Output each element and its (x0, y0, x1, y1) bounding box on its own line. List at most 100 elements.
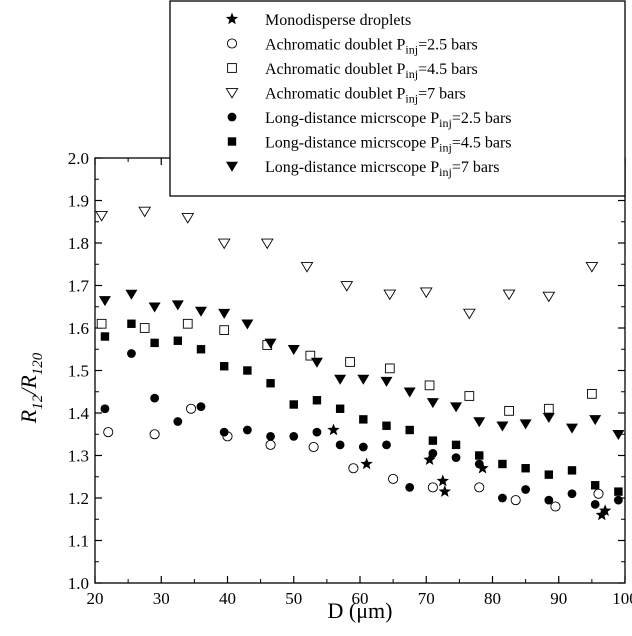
data-point (405, 425, 414, 435)
data-point (345, 357, 355, 367)
data-point (567, 466, 577, 475)
plot-frame (94, 157, 626, 584)
data-point (519, 419, 532, 430)
data-point (308, 441, 319, 453)
legend-box (169, 0, 626, 197)
data-point (312, 427, 322, 437)
data-point (357, 374, 370, 385)
data-point (217, 238, 231, 250)
legend-marker (225, 12, 239, 25)
y-tick-label: 1.2 (68, 489, 89, 508)
legend-label-main: Long-distance micrscope P (265, 110, 439, 127)
y-tick-label: 1.3 (68, 447, 89, 466)
data-point (173, 417, 183, 426)
legend-label-sub: inj (405, 67, 418, 81)
data-point (543, 403, 554, 414)
legend-label-tail: =2.5 bars (452, 110, 512, 127)
data-point (451, 440, 461, 450)
data-point (476, 461, 489, 474)
y-tick-label: 2.0 (68, 149, 89, 168)
data-point (590, 481, 600, 490)
data-point (243, 366, 252, 375)
svg-text:R12/R120: R12/R120 (16, 352, 46, 424)
data-point (182, 318, 193, 329)
legend-label-main: Achromatic doublet P (265, 61, 406, 78)
data-point (360, 457, 373, 470)
legend-label-main: Long-distance micrscope P (265, 159, 439, 176)
data-point (426, 398, 439, 409)
data-point (462, 308, 476, 320)
data-point (358, 442, 368, 452)
legend-entry: Long-distance micrscope Pinj=7 bars (226, 159, 500, 179)
legend-label-sub: inj (439, 165, 452, 179)
data-point (171, 300, 184, 311)
data-point (335, 404, 345, 413)
legend-label-sub: inj (405, 92, 418, 106)
legend-entry: Achromatic doublet Pinj=2.5 bars (226, 37, 478, 57)
series-2 (96, 318, 597, 416)
x-tick-label: 100 (612, 589, 632, 608)
x-tick-label: 70 (418, 589, 435, 608)
legend-label-tail: =4.5 bars (418, 61, 478, 78)
data-point (475, 451, 484, 460)
legend-label-tail: =4.5 bars (452, 135, 512, 152)
data-point (419, 287, 433, 299)
legend-marker (226, 161, 238, 172)
data-point (103, 427, 114, 438)
data-point (438, 485, 451, 497)
data-point (219, 362, 229, 371)
data-point (428, 448, 438, 458)
legend-entry: Achromatic doublet Pinj=4.5 bars (227, 61, 478, 81)
data-point (474, 482, 485, 493)
legend-label-tail: =7 bars (418, 86, 466, 103)
legend-label-sub: inj (439, 116, 452, 130)
data-point (550, 501, 561, 512)
data-point (510, 495, 521, 506)
y-tick-label: 1.9 (68, 192, 89, 211)
legend-label-main: Achromatic doublet P (265, 86, 406, 103)
legend-marker (227, 112, 237, 122)
y-axis-title-sub1: 12 (30, 394, 46, 410)
data-point (567, 489, 577, 499)
legend-label-tail: =2.5 bars (418, 37, 478, 54)
legend-label-sub: inj (405, 43, 418, 57)
legend-entry: Long-distance micrscope Pinj=2.5 bars (227, 110, 512, 130)
data-point (593, 488, 604, 499)
data-point (473, 417, 486, 428)
x-tick-label: 80 (484, 589, 501, 608)
y-axis-title-main: R (16, 409, 41, 424)
x-tick-label: 20 (87, 589, 104, 608)
legend-label: Long-distance micrscope Pinj=2.5 bars (265, 110, 512, 130)
data-point (219, 325, 230, 335)
legend-label-main: Achromatic doublet P (265, 37, 406, 54)
data-point (340, 281, 354, 292)
y-tick-label: 1.6 (68, 319, 89, 338)
data-point (138, 206, 152, 218)
data-point (196, 402, 206, 412)
data-point (98, 296, 111, 307)
data-point (149, 429, 160, 440)
data-point (585, 262, 599, 273)
y-tick-label: 1.5 (68, 362, 89, 381)
legend-label: Long-distance micrscope Pinj=7 bars (265, 159, 500, 179)
series-3 (95, 206, 599, 320)
y-tick-label: 1.1 (68, 532, 89, 551)
data-point (613, 495, 623, 505)
legend-label: Long-distance micrscope Pinj=4.5 bars (265, 135, 512, 155)
legend-label: Monodisperse droplets (265, 12, 411, 29)
data-point (566, 423, 578, 434)
ticks: 20 30 40 50 60 70 80 90 100 1.0 1.1 1.2 1.3 1.4 1.5 1.6… (68, 149, 632, 608)
data-point (186, 403, 197, 414)
x-tick-label: 30 (153, 589, 170, 608)
data-point (150, 338, 159, 348)
axes (94, 157, 626, 584)
data-point (195, 306, 207, 317)
legend-label: Achromatic doublet Pinj=4.5 bars (265, 61, 478, 81)
y-tick-label: 1.7 (68, 277, 90, 296)
data-point (242, 425, 252, 435)
data-point (334, 374, 347, 385)
data-point (287, 345, 300, 355)
series-6 (98, 289, 625, 440)
data-point (542, 291, 556, 303)
